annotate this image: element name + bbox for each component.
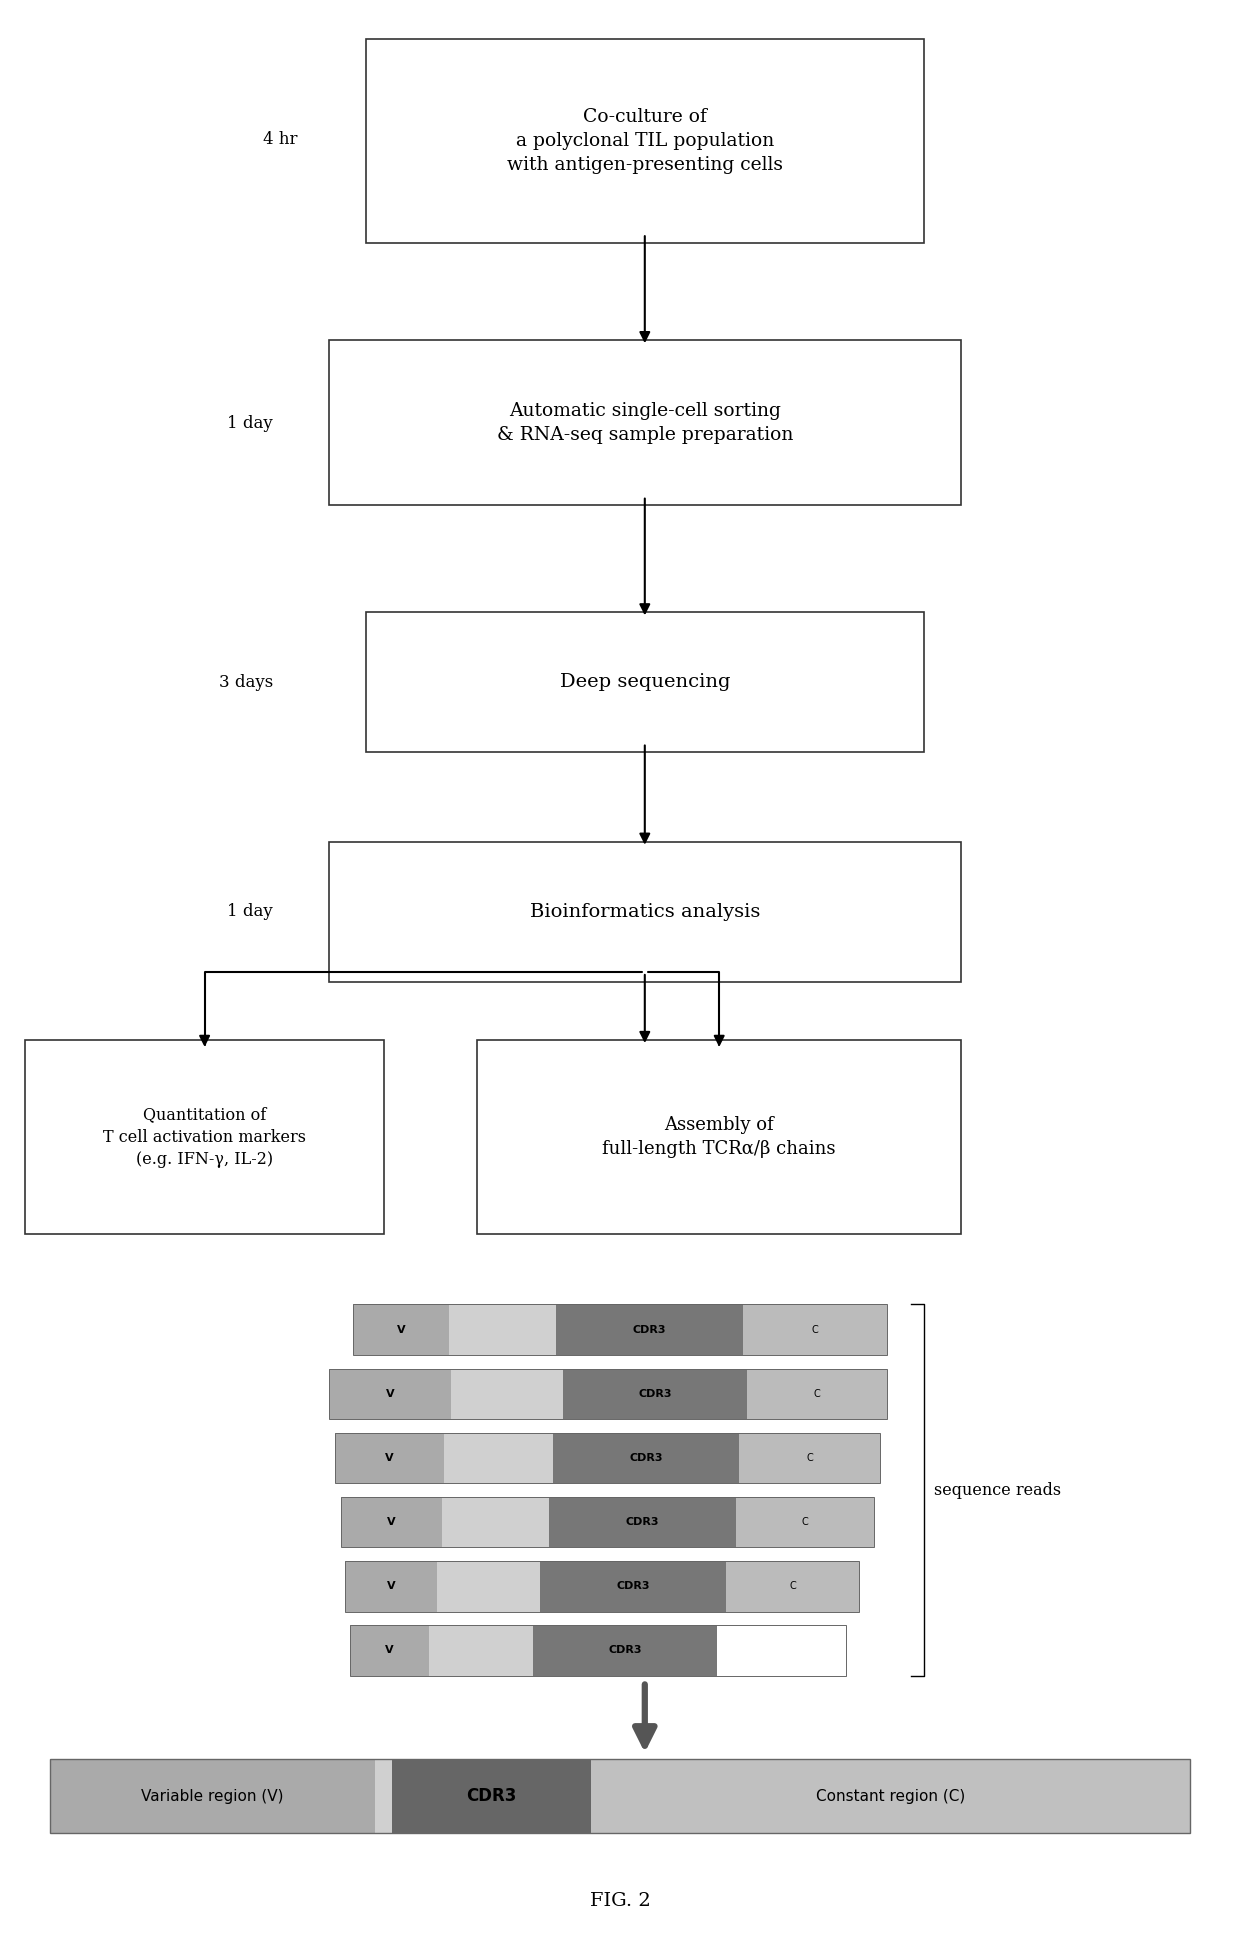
Bar [443, 1497, 549, 1547]
FancyBboxPatch shape [329, 842, 961, 982]
Text: 3 days: 3 days [218, 675, 273, 690]
Bar [541, 1561, 725, 1612]
Bar [743, 1304, 887, 1355]
Bar [444, 1433, 553, 1483]
Bar [451, 1369, 563, 1419]
Bar [50, 1759, 1190, 1833]
Text: C: C [806, 1452, 813, 1464]
Bar [353, 1304, 449, 1355]
Bar [591, 1759, 1190, 1833]
Bar [563, 1369, 746, 1419]
Bar [429, 1625, 533, 1676]
Text: CDR3: CDR3 [625, 1516, 658, 1528]
Text: 4 hr: 4 hr [263, 132, 298, 148]
Text: 1 day: 1 day [227, 416, 273, 432]
Bar [739, 1433, 880, 1483]
Bar [335, 1433, 880, 1483]
Bar [329, 1369, 451, 1419]
Bar [350, 1625, 429, 1676]
Text: V: V [387, 1580, 396, 1592]
Text: sequence reads: sequence reads [934, 1481, 1061, 1499]
Text: Co-culture of
a polyclonal TIL population
with antigen-presenting cells: Co-culture of a polyclonal TIL populatio… [507, 109, 782, 173]
Bar [341, 1497, 443, 1547]
Bar [335, 1433, 444, 1483]
Text: Variable region (V): Variable region (V) [141, 1788, 284, 1804]
Bar [345, 1561, 438, 1612]
Bar [449, 1304, 556, 1355]
FancyBboxPatch shape [366, 39, 924, 243]
Text: CDR3: CDR3 [466, 1787, 517, 1806]
Text: Deep sequencing: Deep sequencing [559, 673, 730, 692]
Text: CDR3: CDR3 [629, 1452, 662, 1464]
Bar [50, 1759, 374, 1833]
FancyBboxPatch shape [477, 1040, 961, 1234]
Text: V: V [387, 1516, 396, 1528]
FancyBboxPatch shape [366, 612, 924, 752]
FancyBboxPatch shape [329, 340, 961, 505]
FancyBboxPatch shape [25, 1040, 384, 1234]
Text: CDR3: CDR3 [639, 1388, 672, 1400]
Text: C: C [801, 1516, 808, 1528]
Text: V: V [386, 1645, 393, 1656]
Bar [353, 1304, 887, 1355]
Text: C: C [811, 1324, 818, 1336]
Text: V: V [386, 1388, 394, 1400]
Bar [329, 1369, 887, 1419]
Text: C: C [789, 1580, 796, 1592]
Text: Bioinformatics analysis: Bioinformatics analysis [529, 902, 760, 921]
Bar [392, 1759, 591, 1833]
Bar [735, 1497, 874, 1547]
Text: 1 day: 1 day [227, 904, 273, 920]
Text: V: V [386, 1452, 393, 1464]
Bar [553, 1433, 739, 1483]
Bar [725, 1561, 859, 1612]
Bar [438, 1561, 541, 1612]
Text: Quantitation of
T cell activation markers
(e.g. IFN-γ, IL-2): Quantitation of T cell activation marker… [103, 1106, 306, 1168]
Bar [341, 1497, 874, 1547]
Text: CDR3: CDR3 [608, 1645, 642, 1656]
Bar [746, 1369, 887, 1419]
Text: Constant region (C): Constant region (C) [816, 1788, 966, 1804]
Text: V: V [397, 1324, 405, 1336]
Bar [345, 1561, 859, 1612]
Text: CDR3: CDR3 [632, 1324, 666, 1336]
Text: Automatic single-cell sorting
& RNA-seq sample preparation: Automatic single-cell sorting & RNA-seq … [496, 402, 794, 443]
Bar [374, 1759, 392, 1833]
Text: Assembly of
full-length TCRα/β chains: Assembly of full-length TCRα/β chains [603, 1116, 836, 1159]
Text: CDR3: CDR3 [616, 1580, 650, 1592]
Text: C: C [813, 1388, 820, 1400]
Bar [556, 1304, 743, 1355]
Bar [350, 1625, 846, 1676]
Text: FIG. 2: FIG. 2 [590, 1892, 650, 1911]
Bar [549, 1497, 735, 1547]
Bar [533, 1625, 717, 1676]
